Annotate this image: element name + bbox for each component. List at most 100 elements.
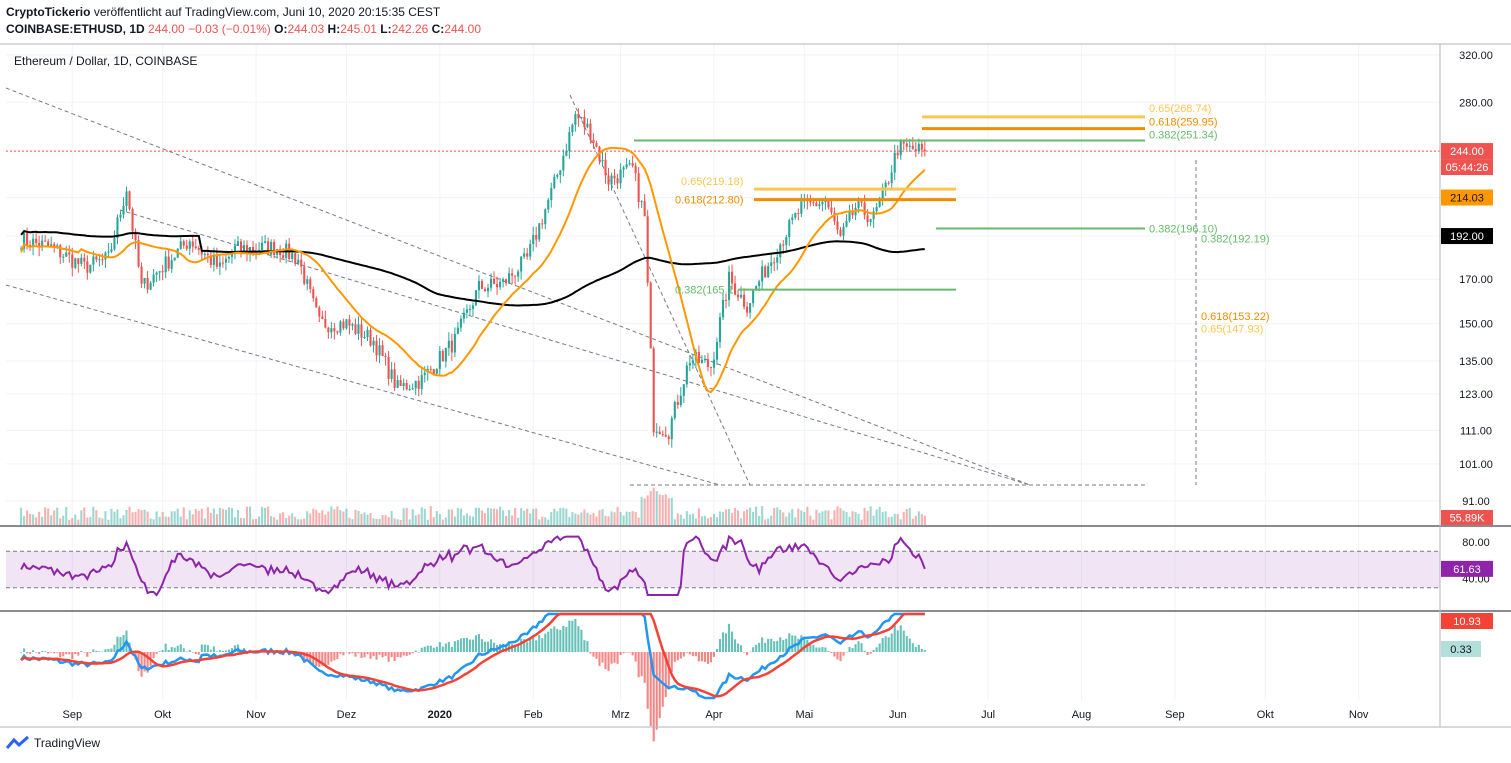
countdown-badge [1441, 159, 1493, 176]
volume-bar [273, 517, 276, 525]
macd-histogram-bar [348, 652, 351, 654]
volume-bar [752, 511, 755, 525]
high-label: H: [327, 22, 341, 36]
tradingview-footer[interactable]: TradingView [6, 736, 100, 750]
volume-bar [309, 513, 312, 525]
volume-bar [155, 511, 158, 525]
macd-histogram-bar [378, 652, 381, 655]
candle-body [646, 216, 649, 283]
macd-pane [20, 612, 926, 742]
macd-histogram-bar [824, 647, 827, 652]
macd-histogram-bar [884, 636, 887, 652]
volume-bar [74, 514, 77, 525]
volume-bar [224, 509, 227, 525]
volume-bar [41, 516, 44, 525]
volume-bar [583, 509, 586, 525]
volume-bar [794, 517, 797, 525]
volume-bar [721, 511, 725, 525]
volume-bar [884, 511, 887, 525]
candle-body [179, 241, 182, 249]
volume-bar [782, 512, 785, 525]
volume-bar [285, 518, 288, 525]
macd-histogram-bar [550, 628, 553, 652]
fib-label: 0.618(153.22) [1201, 311, 1270, 323]
volume-bar [646, 495, 649, 525]
fib-label: 0.382(196.10) [1149, 224, 1218, 236]
fib-label: 0.382(251.34) [1149, 130, 1218, 142]
volume-bar [619, 512, 622, 525]
candle-body [727, 271, 731, 300]
candle-body [239, 241, 243, 251]
pane-frames [0, 43, 1511, 728]
candle-body [297, 259, 300, 264]
candle-body [465, 309, 468, 313]
macd-histogram-bar [830, 652, 833, 653]
candle-body [920, 143, 923, 150]
candle-body [661, 434, 664, 436]
macd-histogram-bar [848, 647, 851, 652]
signal-line [20, 612, 925, 698]
macd-histogram-bar [438, 642, 441, 652]
macd-histogram-bar [622, 652, 625, 654]
chart-title: Ethereum / Dollar, 1D, COINBASE [14, 54, 197, 68]
publisher-name[interactable]: CryptoTickerio [6, 5, 91, 19]
candle-body [691, 360, 694, 363]
volume-bar [456, 507, 459, 525]
volume-bar [465, 513, 468, 525]
volume-bar [604, 515, 607, 525]
macd-histogram-bar [764, 642, 767, 652]
candle-body [721, 299, 725, 318]
macd-histogram-bar [899, 625, 902, 652]
volume-bar [89, 517, 92, 525]
candle-body [489, 278, 493, 288]
volume-bar [499, 506, 502, 525]
volume-bar [348, 517, 351, 525]
candle-body [565, 150, 568, 156]
candle-body [303, 266, 306, 284]
candle-body [170, 260, 173, 269]
candle-body [242, 245, 246, 251]
candle-body [363, 337, 366, 339]
macd-histogram-bar [408, 652, 411, 655]
candle-body [562, 155, 565, 171]
candle-body [655, 431, 658, 433]
macd-histogram-bar [53, 652, 56, 654]
macd-histogram-bar [673, 652, 676, 662]
volume-bar [399, 519, 402, 525]
volume-bar [911, 518, 914, 525]
price-tick: 111.00 [1460, 425, 1492, 437]
volume-bar [435, 511, 438, 525]
last-price-label: 244.00 [1450, 146, 1484, 158]
macd-histogram-bar [661, 652, 664, 707]
time-tick: 2020 [428, 709, 452, 721]
candle-body [438, 351, 441, 369]
volume-bar [438, 514, 441, 525]
candle-body [95, 256, 98, 260]
macd-histogram-bar [643, 652, 646, 683]
candle-body [610, 175, 613, 185]
trendline [5, 87, 1031, 486]
volume-bar [50, 515, 53, 525]
countdown-label: 05:44:26 [1446, 162, 1489, 174]
candle-body [282, 255, 285, 259]
macd-histogram-bar [185, 651, 188, 653]
volume-bar [110, 508, 113, 525]
volume-bar [905, 509, 908, 525]
candle-body [35, 238, 38, 243]
candle-body [411, 388, 414, 390]
macd-histogram-bar [887, 637, 890, 652]
candle-body [685, 365, 688, 385]
candle-body [917, 143, 920, 152]
candle-body [899, 141, 902, 156]
symbol[interactable]: COINBASE:ETHUSD, 1D [6, 22, 145, 36]
macd-histogram-bar [818, 647, 821, 652]
macd-histogram-bar [917, 644, 920, 652]
ma-fast-value-badge [1441, 189, 1493, 206]
volume-bar [140, 510, 143, 525]
volume-bar [529, 513, 532, 525]
macd-histogram-bar [893, 625, 896, 652]
volume-value-label: 55.89K [1450, 513, 1486, 525]
candle-body [568, 132, 571, 151]
macd-histogram-bar [465, 637, 468, 652]
volume-bar [303, 518, 306, 525]
